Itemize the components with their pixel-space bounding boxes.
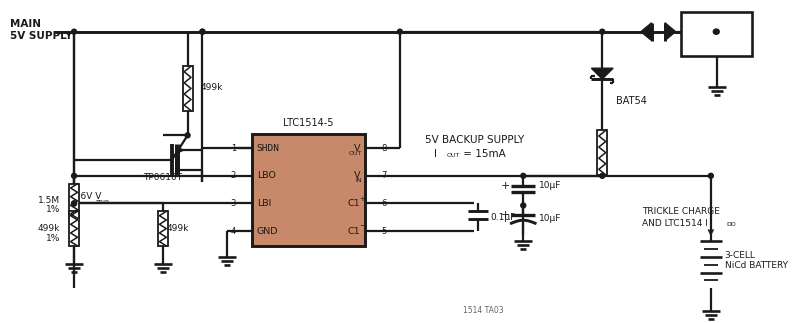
Text: TP0610T: TP0610T xyxy=(143,173,182,182)
Polygon shape xyxy=(591,68,613,79)
Text: 4: 4 xyxy=(230,227,236,235)
Text: NiCd BATTERY: NiCd BATTERY xyxy=(725,261,788,270)
Circle shape xyxy=(71,173,77,178)
Text: OUT: OUT xyxy=(446,153,460,158)
Text: 10μF: 10μF xyxy=(539,181,562,190)
Text: V: V xyxy=(354,171,360,180)
Text: 10μF: 10μF xyxy=(539,214,562,223)
Text: 499k: 499k xyxy=(201,83,222,92)
Text: 0.1μF: 0.1μF xyxy=(490,213,516,222)
Text: I: I xyxy=(434,149,438,159)
Text: 8: 8 xyxy=(381,144,386,153)
Text: = 15mA: = 15mA xyxy=(460,149,506,159)
Circle shape xyxy=(71,201,77,206)
Text: 3-CELL: 3-CELL xyxy=(725,251,755,260)
Text: OUT: OUT xyxy=(349,151,362,156)
Text: +: + xyxy=(501,210,510,220)
Circle shape xyxy=(200,29,205,34)
Text: +: + xyxy=(501,181,510,191)
Text: +: + xyxy=(359,195,366,202)
Text: CIRCUITRY: CIRCUITRY xyxy=(690,36,743,46)
Text: MAIN: MAIN xyxy=(10,19,41,29)
Text: 5: 5 xyxy=(381,227,386,235)
Text: AND LTC1514 I: AND LTC1514 I xyxy=(642,219,708,228)
Text: IN: IN xyxy=(356,178,362,183)
Text: GND: GND xyxy=(257,227,278,235)
Circle shape xyxy=(714,29,718,34)
Text: 5V SUPPLY: 5V SUPPLY xyxy=(10,31,72,41)
Text: BAT54: BAT54 xyxy=(616,96,647,106)
Circle shape xyxy=(708,173,714,178)
Text: TRIP: TRIP xyxy=(96,201,110,205)
Bar xyxy=(252,134,366,246)
Text: 6: 6 xyxy=(381,199,386,208)
Text: C1: C1 xyxy=(348,199,360,208)
Bar xyxy=(182,66,193,111)
Text: 4.6V V: 4.6V V xyxy=(72,193,102,202)
Text: LBI: LBI xyxy=(257,199,271,208)
Text: BACKED-UP: BACKED-UP xyxy=(687,27,746,36)
Text: V: V xyxy=(354,144,360,153)
Circle shape xyxy=(185,133,190,138)
Circle shape xyxy=(521,173,526,178)
Text: −: − xyxy=(359,223,366,229)
Circle shape xyxy=(71,201,77,206)
Text: LBO: LBO xyxy=(257,171,275,180)
Text: DD: DD xyxy=(726,222,736,227)
Text: 499k: 499k xyxy=(167,224,190,233)
Text: SHDN: SHDN xyxy=(257,144,280,153)
Polygon shape xyxy=(641,23,652,41)
Text: C1: C1 xyxy=(348,227,360,235)
Text: 499k: 499k xyxy=(38,224,60,233)
Circle shape xyxy=(398,29,402,34)
Text: 3: 3 xyxy=(230,199,236,208)
Circle shape xyxy=(71,29,77,34)
Text: TRICKLE CHARGE: TRICKLE CHARGE xyxy=(642,207,720,216)
Text: 7: 7 xyxy=(381,171,386,180)
Circle shape xyxy=(521,203,526,208)
Text: 1%: 1% xyxy=(46,205,60,214)
Circle shape xyxy=(600,173,605,178)
Circle shape xyxy=(600,29,605,34)
Bar xyxy=(158,211,168,246)
Text: 1: 1 xyxy=(230,144,236,153)
Text: 1%: 1% xyxy=(46,234,60,243)
Text: LTC1514-5: LTC1514-5 xyxy=(283,119,334,129)
Text: 2: 2 xyxy=(230,171,236,180)
Polygon shape xyxy=(665,23,675,41)
Text: 1.5M: 1.5M xyxy=(38,196,60,205)
Bar xyxy=(69,211,79,246)
Bar xyxy=(69,184,79,218)
Circle shape xyxy=(200,29,205,34)
Text: 1514 TA03: 1514 TA03 xyxy=(463,306,504,315)
Bar xyxy=(598,130,607,175)
Bar xyxy=(682,12,752,56)
Circle shape xyxy=(714,29,719,34)
Text: 5V BACKUP SUPPLY: 5V BACKUP SUPPLY xyxy=(425,135,524,145)
